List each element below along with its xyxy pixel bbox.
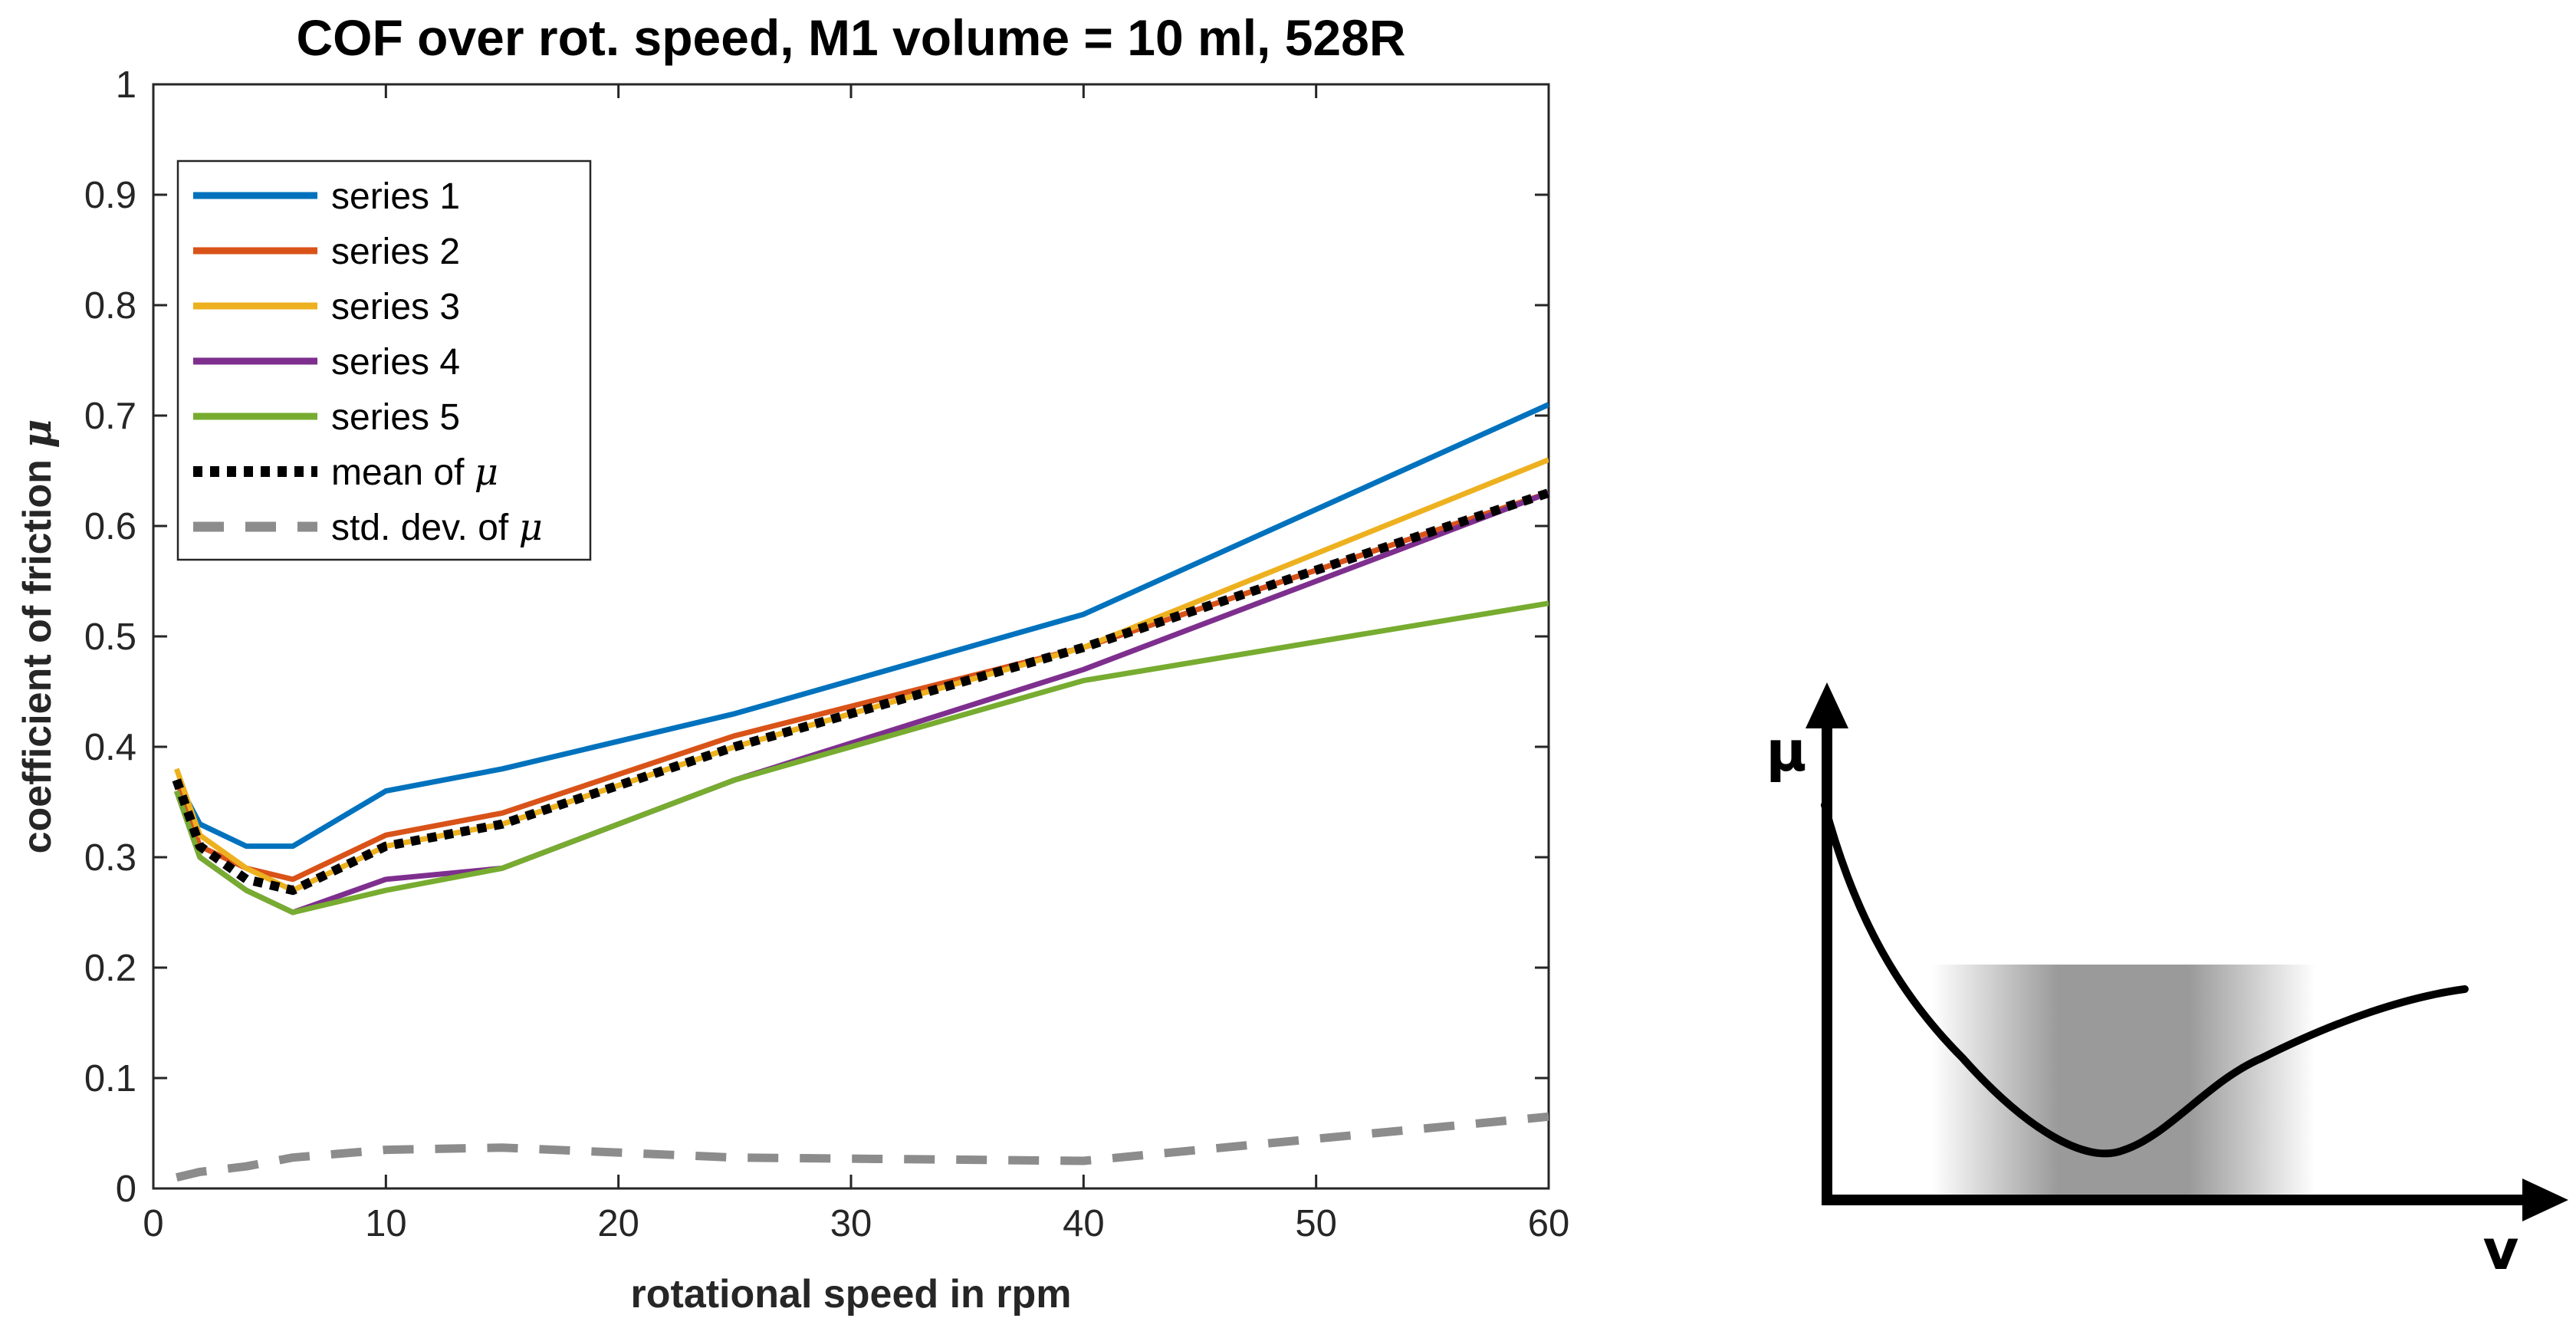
y-tick-label: 0 [116,1169,136,1210]
x-axis-label: rotational speed in rpm [631,1272,1072,1316]
series-line-6 [172,488,1549,896]
series-line-5 [173,600,1549,915]
sketch-x-arrowhead [2522,1178,2568,1221]
legend-label-1: series 1 [331,176,460,217]
chart-title: COF over rot. speed, M1 volume = 10 ml, … [296,9,1405,66]
sketch-y-arrowhead [1806,682,1848,728]
y-axis-label: coefficient of friction μ [14,419,61,854]
x-tick-label: 60 [1528,1203,1570,1244]
y-tick-label: 0.9 [84,175,136,216]
legend-label-symbol: μ [475,451,498,494]
sketch-curve [1821,801,2469,1158]
y-tick-label: 0.7 [84,396,136,437]
x-tick-label: 50 [1295,1203,1337,1244]
series-lines [172,402,1549,1182]
legend-label-symbol: μ [519,506,543,549]
series-line-7 [176,1112,1549,1182]
x-tick-label: 20 [597,1203,639,1244]
legend-label-4: series 4 [331,342,460,383]
x-tick-label: 30 [830,1203,872,1244]
cof-chart: COF over rot. speed, M1 volume = 10 ml, … [14,9,1569,1316]
legend-label-7: std. dev. of μ [331,506,543,549]
legend-label-text: mean of [331,452,475,493]
sketch-y-label: μ [1766,719,1807,784]
x-tick-label: 40 [1063,1203,1105,1244]
y-tick-label: 0.6 [84,506,136,547]
legend-label-3: series 3 [331,287,460,327]
y-tick-label: 0.5 [84,616,136,658]
legend: series 1 series 2 series 3 series 4 series 5… [176,159,592,561]
y-tick-label: 0.1 [84,1058,136,1100]
stribeck-sketch: μ v [1766,682,2568,1282]
x-axis-ticks: 0 10 20 30 40 50 60 [143,84,1569,1244]
x-tick-label: 10 [365,1203,407,1244]
y-axis-label-text: coefficient of friction [15,449,60,854]
x-tick-label: 0 [143,1203,163,1244]
shaded-minimum-region [1932,965,2315,1196]
y-axis-label-symbol: μ [14,419,61,449]
sketch-x-label: v [2483,1218,2519,1282]
y-axis-ticks: 0 0.1 0.2 0.3 0.4 0.5 0.6 0.7 0.8 0.9 1 [84,64,1549,1210]
y-tick-label: 0.3 [84,837,136,879]
y-tick-label: 0.8 [84,285,136,327]
legend-label-6: mean of μ [331,451,498,494]
y-tick-label: 1 [116,64,136,106]
legend-label-2: series 2 [331,232,460,272]
y-tick-label: 0.4 [84,727,136,768]
series-line-1 [174,402,1549,850]
y-tick-label: 0.2 [84,948,136,989]
legend-label-text: std. dev. of [331,508,519,548]
legend-label-5: series 5 [331,397,460,438]
